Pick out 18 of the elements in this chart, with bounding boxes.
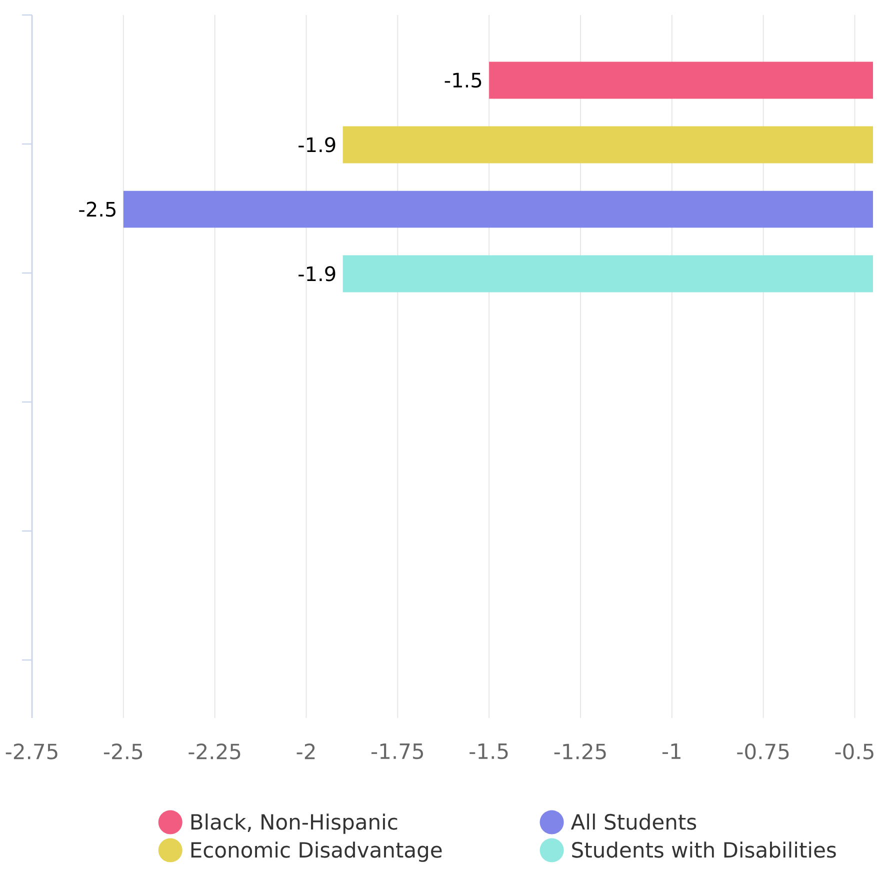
x-tick-label: -1.5 <box>470 744 508 760</box>
x-tick-label: -1.25 <box>554 744 606 760</box>
x-tick-label: -1.75 <box>372 744 423 760</box>
legend-label: Black, Non-Hispanic <box>191 814 398 834</box>
data-label: -1.5 <box>444 72 482 88</box>
legend-label: Economic Disadvantage <box>191 842 442 862</box>
x-tick-label: -2 <box>296 744 315 760</box>
x-tick-label: -2.5 <box>104 744 142 760</box>
data-label: -2.5 <box>79 202 116 217</box>
x-tick-label: -0.75 <box>737 744 789 760</box>
x-tick-label: -2.75 <box>6 744 58 760</box>
x-tick-label: -1 <box>662 744 680 759</box>
legend-label: All Students <box>570 814 696 830</box>
x-tick-label: -0.5 <box>835 744 874 760</box>
data-label: -1.9 <box>298 266 336 282</box>
data-label: -1.9 <box>298 137 336 152</box>
x-tick-label: -2.25 <box>188 744 240 760</box>
legend-label: Students with Disabilities <box>572 842 836 858</box>
